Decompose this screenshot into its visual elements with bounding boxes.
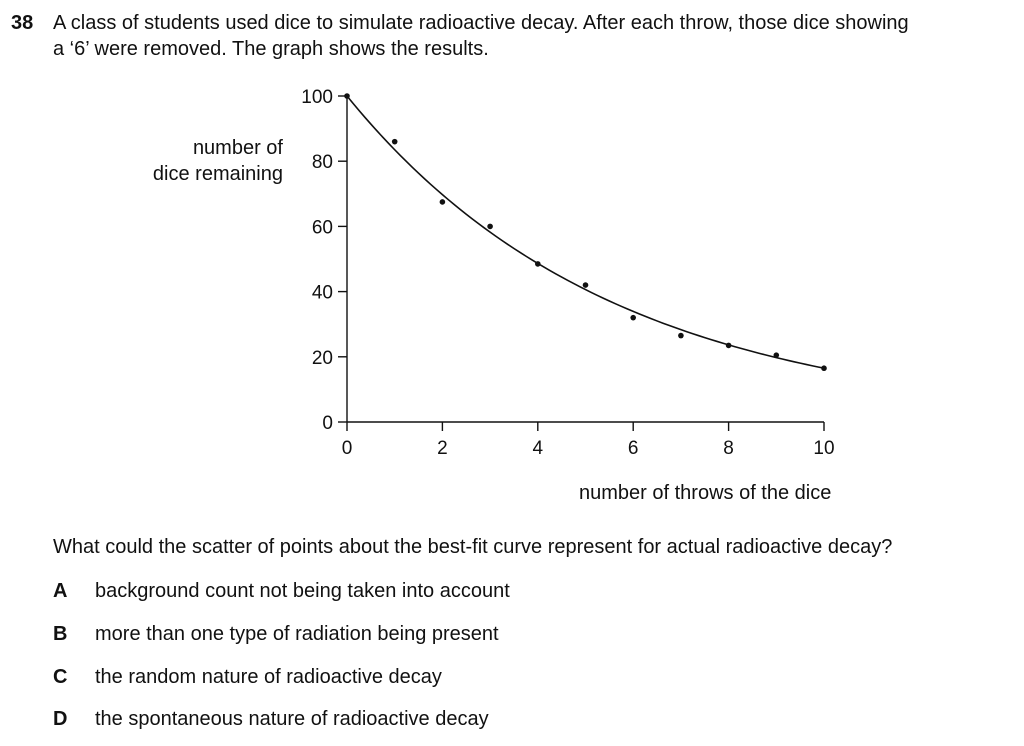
data-point [630,314,636,321]
best-fit-curve [346,95,825,369]
data-point [487,223,493,230]
data-point [439,199,446,205]
data-point [535,261,541,267]
x-tick-label: 8 [723,438,734,459]
y-tick-label: 100 [301,87,333,108]
x-tick-label: 2 [437,438,448,459]
x-tick-label: 0 [342,438,353,459]
question-number: 38 [11,12,34,34]
option-c-text: the random nature of radioactive decay [95,666,442,688]
question-stem: A class of students used dice to simulat… [53,10,1013,62]
data-point [773,352,780,358]
data-point [582,282,589,288]
x-tick-label: 10 [813,438,834,459]
option-d-text: the spontaneous nature of radioactive de… [95,708,489,730]
y-axis-label-line-1: number of [192,137,283,159]
question-prompt: What could the scatter of points about t… [53,536,893,558]
x-tick-label: 6 [628,438,639,459]
axes [346,96,824,423]
data-point [725,342,732,349]
option-c-letter: C [53,666,68,688]
y-tick-label: 40 [312,283,333,304]
data-point [344,93,350,99]
y-axis-label-line-2: dice remaining [152,163,283,185]
question-stem-line-1: A class of students used dice to simulat… [53,12,909,34]
option-a-letter: A [53,580,68,602]
best-fit-curve-layer [346,95,825,369]
y-tick-label: 20 [312,348,333,369]
data-point [678,332,684,339]
data-points [344,93,827,372]
decay-graph: 0 20 40 60 80 100 0 2 4 6 8 10 [301,87,834,459]
y-tick-label: 0 [322,413,333,434]
data-point [821,365,827,372]
x-tick-label: 4 [533,438,544,459]
option-b-letter: B [53,623,68,645]
option-d-letter: D [53,708,68,730]
question-stem-line-2: a ‘6’ were removed. The graph shows the … [53,38,489,60]
y-tick-label: 80 [312,152,333,173]
option-a-text: background count not being taken into ac… [95,580,510,602]
y-axis-label: number of dice remaining [120,135,283,187]
data-point [391,138,398,145]
option-b-text: more than one type of radiation being pr… [95,623,499,645]
y-tick-label: 60 [312,217,333,238]
x-axis-label: number of throws of the dice [579,482,832,504]
ticks: 0 20 40 60 80 100 0 2 4 6 8 10 [301,87,834,459]
